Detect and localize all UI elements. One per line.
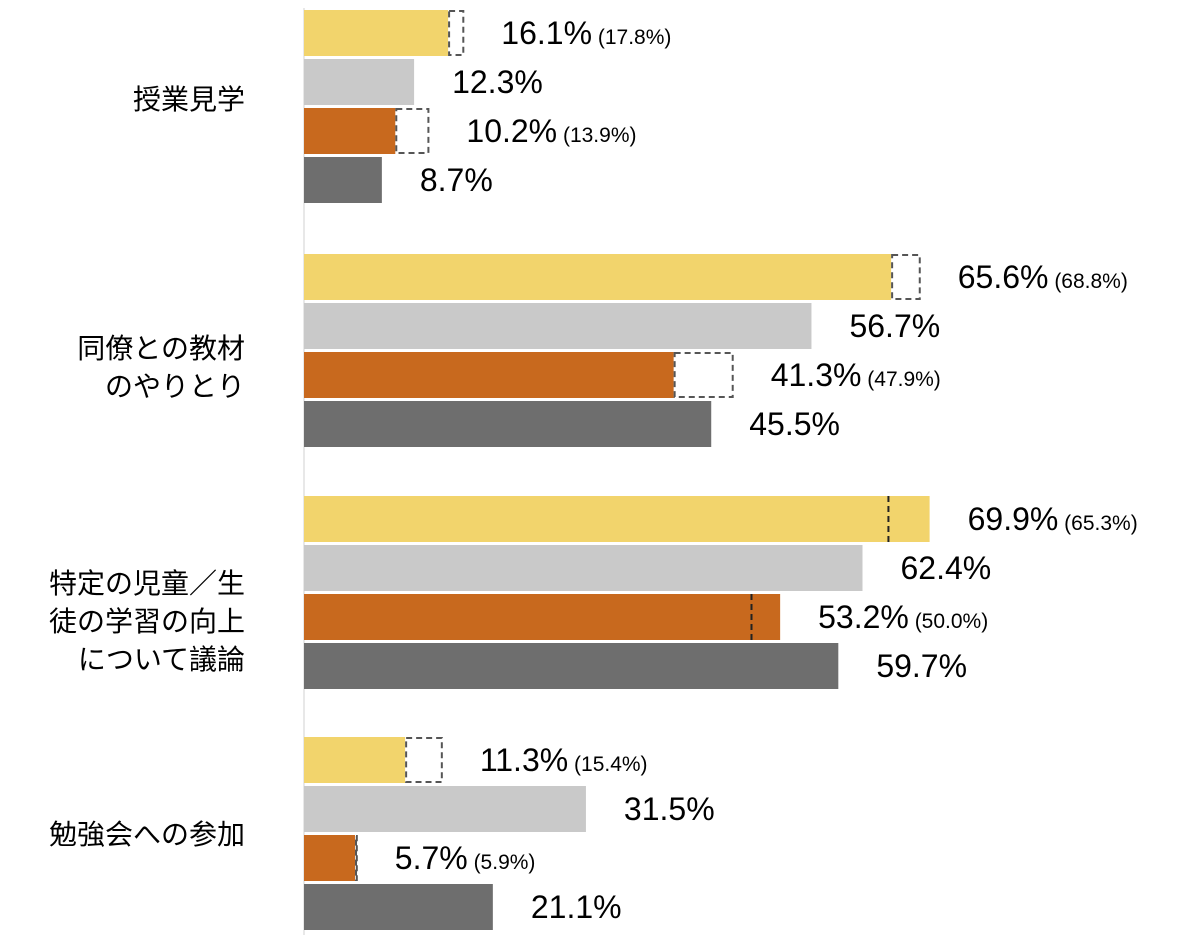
category-label: 同僚との教材 のやりとり [77, 332, 245, 403]
bar [304, 59, 415, 105]
previous-value-label: (13.9%) [557, 124, 636, 147]
value-label: 8.7% [420, 162, 493, 198]
data-label: 8.7% [420, 162, 493, 198]
value-label: 10.2% [466, 113, 557, 149]
value-label: 53.2% [818, 599, 909, 635]
value-label: 69.9% [968, 501, 1059, 537]
previous-value-label: (47.9%) [861, 368, 940, 391]
category-label: 特定の児童／生 徒の学習の向上 について議論 [48, 567, 245, 676]
bar [304, 496, 930, 542]
category-label: 授業見学 [132, 83, 245, 116]
value-label: 56.7% [849, 308, 940, 344]
previous-value-marker [395, 108, 430, 154]
bar [304, 884, 493, 930]
data-label: 53.2% (50.0%) [818, 599, 988, 635]
data-label: 5.7% (5.9%) [395, 840, 536, 876]
data-label: 41.3% (47.9%) [771, 357, 941, 393]
bar [304, 737, 406, 783]
bar [304, 786, 586, 832]
bar [304, 643, 839, 689]
previous-value-label: (5.9%) [468, 851, 536, 874]
previous-value-label: (17.8%) [592, 26, 671, 49]
previous-value-marker [355, 835, 358, 881]
bar [304, 10, 449, 56]
value-label: 12.3% [452, 64, 543, 100]
data-label: 65.6% (68.8%) [958, 259, 1128, 295]
data-label: 10.2% (13.9%) [466, 113, 636, 149]
category-label: 勉強会への参加 [48, 818, 245, 851]
previous-value-marker [891, 254, 921, 300]
value-label: 59.7% [876, 648, 967, 684]
data-label: 11.3% (15.4%) [480, 742, 648, 778]
bar [304, 303, 812, 349]
bar [304, 401, 712, 447]
value-label: 5.7% [395, 840, 468, 876]
previous-value-label: (50.0%) [909, 610, 988, 633]
value-label: 41.3% [771, 357, 862, 393]
data-label: 12.3% [452, 64, 543, 100]
data-label: 56.7% [849, 308, 940, 344]
data-label: 31.5% [624, 791, 715, 827]
value-label: 11.3% [480, 742, 568, 778]
bar [304, 108, 396, 154]
bar [304, 545, 863, 591]
data-label: 45.5% [749, 406, 840, 442]
previous-value-marker [405, 737, 443, 783]
previous-value-label: (68.8%) [1048, 270, 1127, 293]
value-label: 65.6% [958, 259, 1049, 295]
bar [304, 594, 781, 640]
data-label: 62.4% [900, 550, 991, 586]
value-label: 31.5% [624, 791, 715, 827]
bar [304, 835, 356, 881]
bar [304, 254, 892, 300]
value-label: 16.1% [501, 15, 592, 51]
previous-value-label: (65.3%) [1058, 512, 1137, 535]
previous-value-marker [448, 10, 465, 56]
value-label: 45.5% [749, 406, 840, 442]
previous-value-label: (15.4%) [568, 753, 647, 776]
value-label: 21.1% [531, 889, 622, 925]
data-label: 59.7% [876, 648, 967, 684]
data-label: 69.9% (65.3%) [968, 501, 1138, 537]
bar [304, 157, 382, 203]
data-label: 16.1% (17.8%) [501, 15, 671, 51]
previous-value-marker [673, 352, 734, 398]
value-label: 62.4% [900, 550, 991, 586]
bar [304, 352, 674, 398]
data-label: 21.1% [531, 889, 622, 925]
